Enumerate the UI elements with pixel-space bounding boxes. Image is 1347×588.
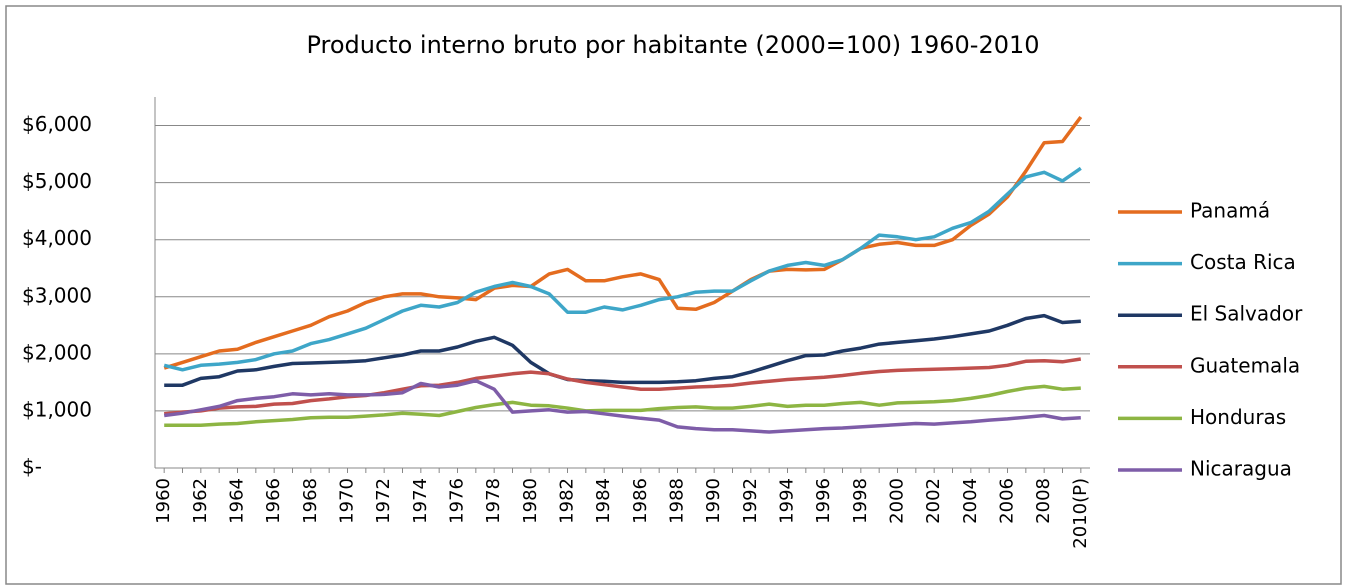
legend-label: Honduras	[1190, 405, 1286, 429]
line-series	[164, 313, 1081, 387]
x-tick-label: 1964	[227, 478, 248, 524]
x-tick-label: 1960	[153, 478, 174, 524]
x-tick-label: 1982	[557, 478, 578, 524]
x-tick-label: 2000	[887, 478, 908, 524]
legend-label: Panamá	[1190, 199, 1270, 223]
x-tick-label: 1980	[520, 478, 541, 524]
chart-border	[5, 5, 1342, 585]
x-tick-label: 2006	[997, 478, 1018, 524]
x-tick-label: 1986	[630, 478, 651, 524]
legend-label: Costa Rica	[1190, 250, 1296, 274]
line-series	[163, 115, 1083, 370]
x-tick-label: 1974	[410, 478, 431, 524]
x-tick-label: 1972	[373, 478, 394, 524]
y-tick-label: $-	[22, 455, 42, 479]
x-tick-label: 1984	[593, 478, 614, 524]
legend-label: El Salvador	[1190, 302, 1303, 326]
x-tick-label: 1976	[447, 478, 468, 524]
x-tick-label: 1978	[483, 478, 504, 524]
y-tick-label: $4,000	[22, 226, 92, 250]
line-series	[164, 384, 1081, 427]
x-tick-label: 2010(P)	[1070, 478, 1091, 549]
x-tick-label: 1992	[740, 478, 761, 524]
x-tick-label: 2008	[1033, 478, 1054, 524]
x-tick-label: 1962	[190, 478, 211, 524]
y-tick-label: $6,000	[22, 112, 92, 136]
x-tick-label: 1966	[263, 478, 284, 524]
y-tick-label: $3,000	[22, 283, 92, 307]
x-tick-label: 1994	[777, 478, 798, 524]
line-series	[163, 166, 1082, 372]
legend-label: Guatemala	[1190, 353, 1300, 377]
legend-label: Nicaragua	[1190, 457, 1292, 481]
y-tick-label: $1,000	[22, 397, 92, 421]
x-tick-label: 1970	[337, 478, 358, 524]
y-tick-label: $2,000	[22, 340, 92, 364]
x-tick-label: 1968	[300, 478, 321, 524]
x-tick-label: 2004	[960, 478, 981, 524]
x-tick-label: 1998	[850, 478, 871, 524]
y-tick-label: $5,000	[22, 169, 92, 193]
x-tick-label: 2002	[923, 478, 944, 524]
x-tick-label: 1990	[703, 478, 724, 524]
x-tick-label: 1988	[667, 478, 688, 524]
line-series	[164, 357, 1082, 416]
x-tick-label: 1996	[813, 478, 834, 524]
line-series	[163, 378, 1081, 434]
chart-title: Producto interno bruto por habitante (20…	[306, 31, 1039, 59]
